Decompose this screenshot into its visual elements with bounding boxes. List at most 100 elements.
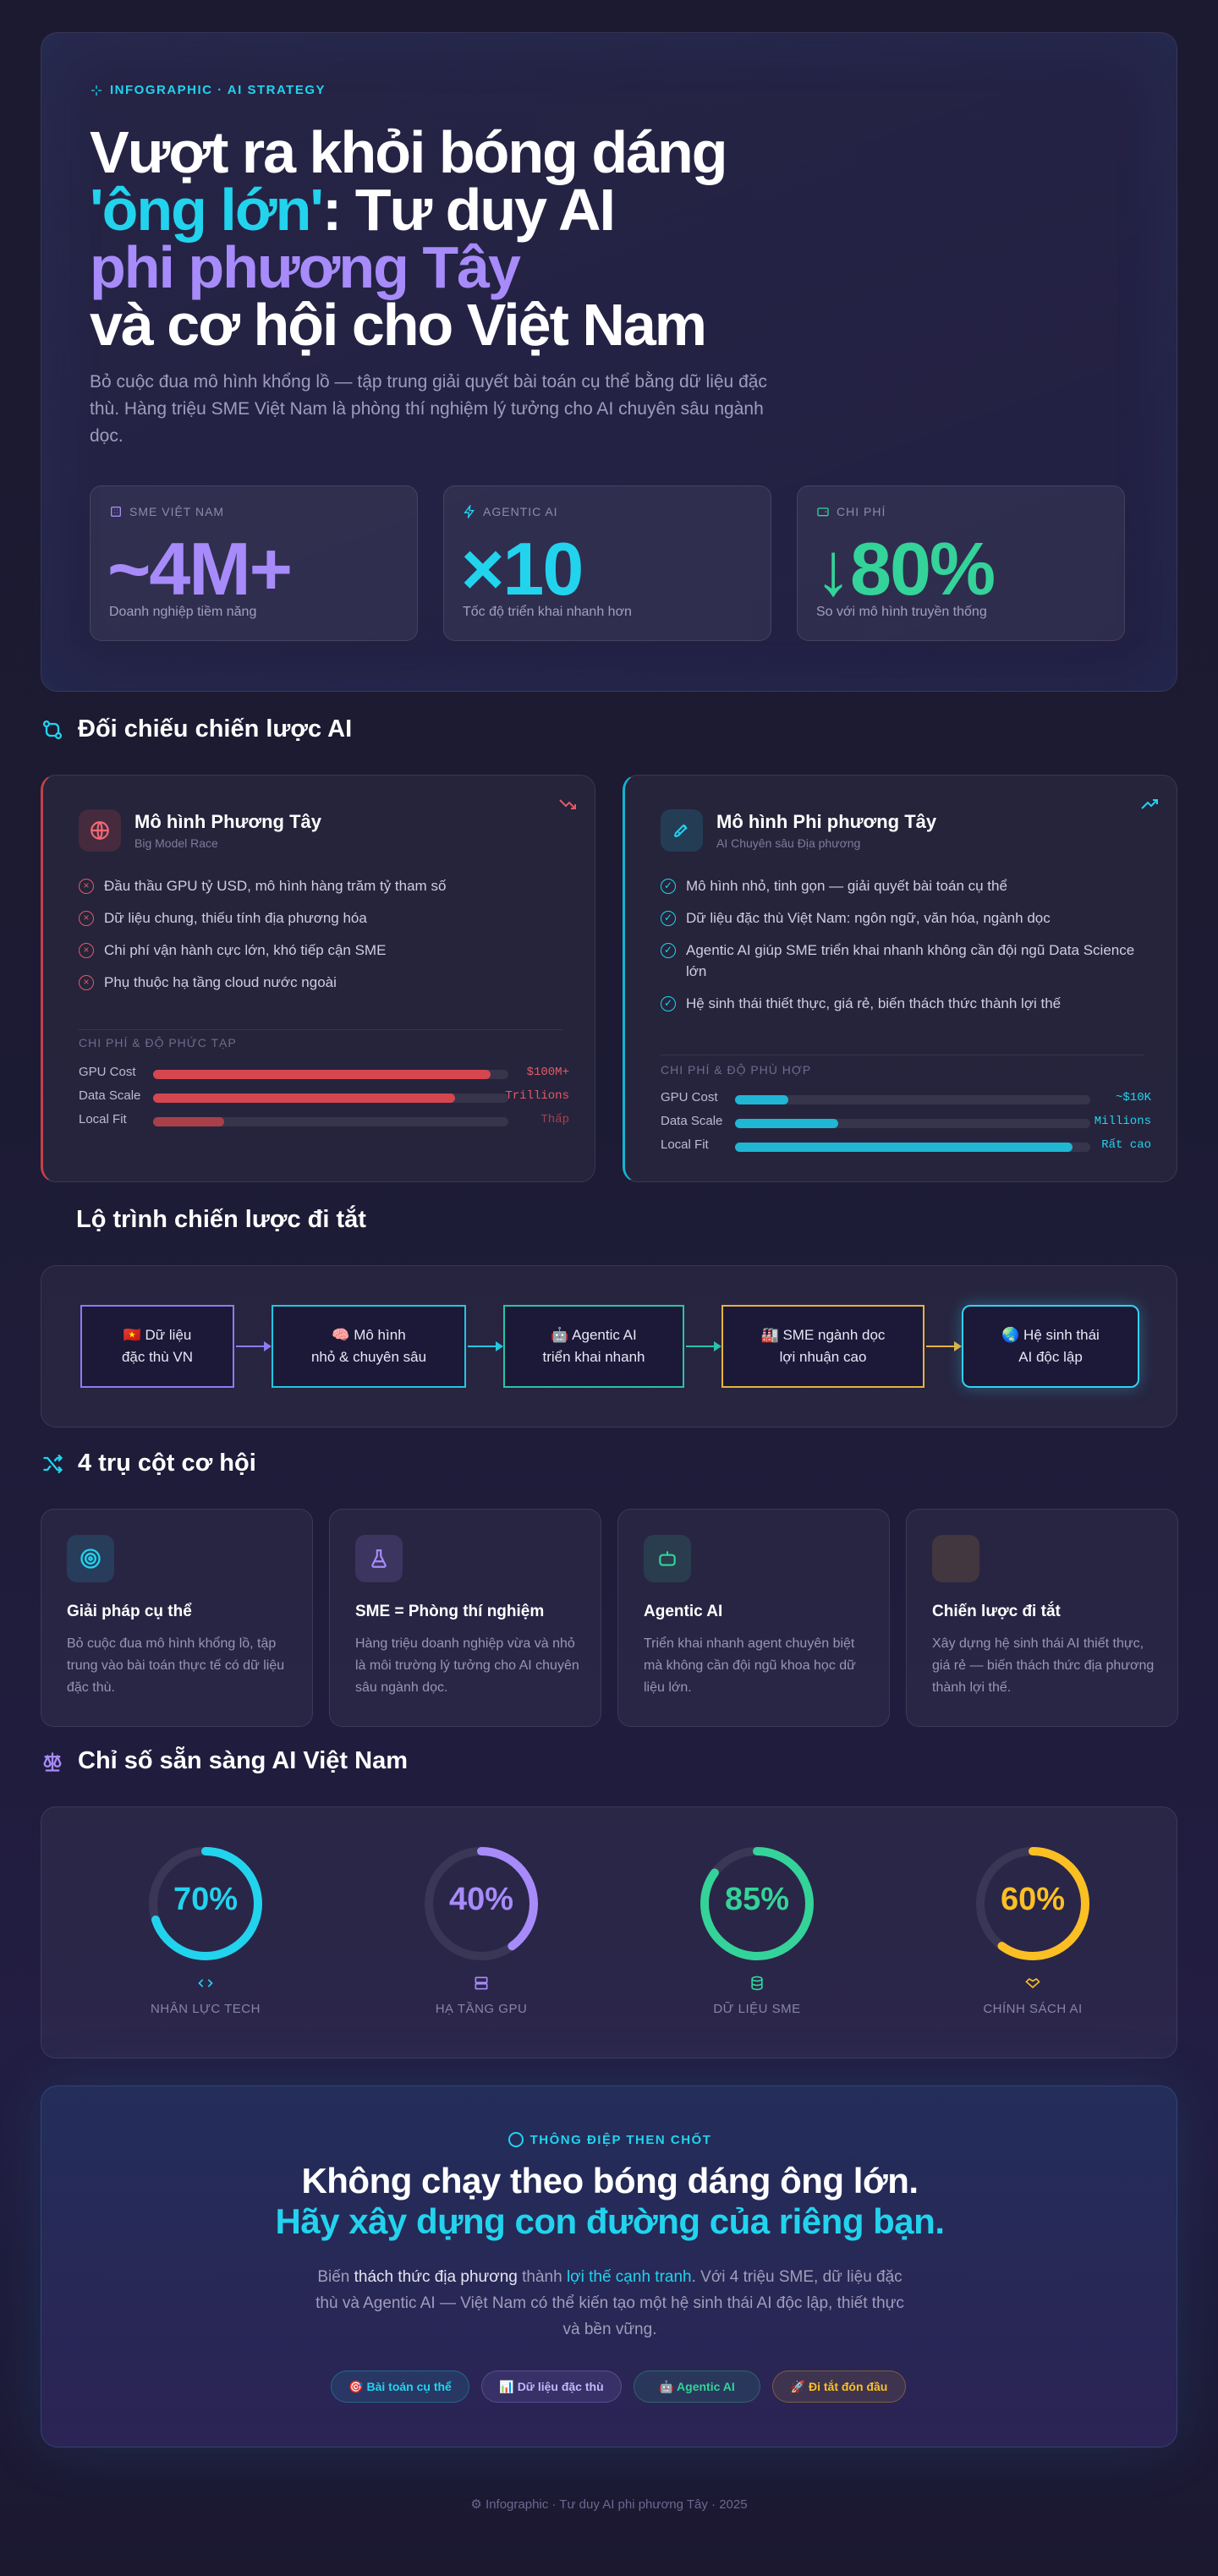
- bar-value: Rất cao: [1101, 1138, 1151, 1152]
- arrow-icon: [236, 1341, 272, 1351]
- hero-title-accent: 'ông lớn': [90, 177, 324, 243]
- section-readiness-heading: Chỉ số sẵn sàng AI Việt Nam: [41, 1747, 408, 1775]
- bar-gpu-cost: GPU Cost ~$10K: [661, 1090, 1151, 1107]
- list-item: × Phụ thuộc hạ tầng cloud nước ngoài: [79, 972, 569, 993]
- point-text: Dữ liệu đặc thù Việt Nam: ngôn ngữ, văn …: [686, 910, 1051, 926]
- gauge-label: NHÂN LỰC TECH: [151, 2002, 261, 2016]
- nonwestern-points: ✓ Mô hình nhỏ, tinh gọn — giải quyết bài …: [661, 875, 1151, 1025]
- x-circle-icon: ×: [79, 943, 94, 958]
- pillar-title: Giải pháp cụ thể: [67, 1603, 192, 1620]
- globe-icon: [79, 809, 121, 852]
- bot-icon: [644, 1535, 691, 1582]
- list-item: × Chi phí vận hành cực lớn, khó tiếp cận …: [79, 940, 569, 961]
- message-eyebrow: THÔNG ĐIỆP THEN CHỐT: [41, 2132, 1178, 2147]
- list-item: ✓ Hệ sinh thái thiết thực, giá rẻ, biến t…: [661, 993, 1151, 1014]
- roadmap-card: 🇻🇳 Dữ liệu đặc thù VN 🧠 Mô hình nhỏ & chuy…: [41, 1265, 1177, 1428]
- building-icon: [111, 507, 121, 517]
- hero-eyebrow: INFOGRAPHIC · AI STRATEGY: [90, 83, 326, 97]
- gauge-label: HẠ TẦNG GPU: [435, 2002, 528, 2016]
- point-text: Mô hình nhỏ, tinh gọn — giải quyết bài t…: [686, 878, 1007, 894]
- x-circle-icon: ×: [79, 911, 94, 926]
- readiness-card: 70% NHÂN LỰC TECH 40% HẠ TẦNG GPU 85% DỮ…: [41, 1806, 1177, 2058]
- bar-value: Millions: [1094, 1115, 1151, 1128]
- hero-title-line1: Vượt ra khỏi bóng dáng: [90, 119, 728, 185]
- roadmap-step-5: 🌏 Hệ sinh thái AI độc lập: [962, 1305, 1139, 1388]
- scale-icon: [43, 1752, 62, 1772]
- step-line2: đặc thù VN: [121, 1349, 194, 1365]
- hero-title: Vượt ra khỏi bóng dáng 'ông lớn': Tư duy…: [90, 123, 851, 354]
- check-circle-icon: ✓: [661, 996, 676, 1011]
- step-line1: 🇻🇳 Dữ liệu: [123, 1327, 192, 1343]
- stat-value: ↓80%: [815, 527, 996, 611]
- check-circle-icon: ✓: [661, 943, 676, 958]
- bar-data-scale: Data Scale Millions: [661, 1114, 1151, 1131]
- roadmap-step-3: 🤖 Agentic AI triển khai nhanh: [503, 1305, 684, 1388]
- step-line2: nhỏ & chuyên sâu: [310, 1349, 427, 1365]
- body-text: thành: [517, 2268, 567, 2286]
- bar-value: Thấp: [540, 1113, 569, 1126]
- roadmap-step-2: 🧠 Mô hình nhỏ & chuyên sâu: [272, 1305, 466, 1388]
- x-circle-icon: ×: [79, 879, 94, 894]
- bar-value: $100M+: [526, 1066, 569, 1079]
- list-item: × Dữ liệu chung, thiếu tính địa phương hó…: [79, 907, 569, 929]
- compass-icon: [508, 2132, 524, 2147]
- message-line2: Hãy xây dựng con đường của riêng bạn.: [275, 2201, 945, 2241]
- pillar-desc: Triển khai nhanh agent chuyên biệt mà kh…: [644, 1636, 856, 1695]
- point-text: Chi phí vận hành cực lớn, khó tiếp cận S…: [104, 942, 387, 958]
- rocket-icon: [661, 809, 703, 852]
- pillar-card: SME = Phòng thí nghiệm Hàng triệu doanh …: [329, 1509, 601, 1727]
- code-icon: [198, 1979, 213, 1987]
- pillar-card: Chiến lược đi tắt Xây dựng hệ sinh thái …: [906, 1509, 1178, 1727]
- stat-card-sme: SME VIỆT NAM ~4M+ Doanh nghiệp tiềm năng: [90, 485, 418, 641]
- section-pillars-heading: 4 trụ cột cơ hội: [41, 1450, 256, 1477]
- bar-label: Data Scale: [79, 1088, 141, 1103]
- body-text: Biến: [317, 2268, 354, 2286]
- stat-card-agentic: AGENTIC AI ×10 Tốc độ triển khai nhanh h…: [443, 485, 771, 641]
- pillar-title: SME = Phòng thí nghiệm: [355, 1603, 545, 1620]
- shuffle-icon: [43, 1454, 63, 1473]
- card-subtitle: AI Chuyên sâu Địa phương: [716, 836, 861, 850]
- database-icon: [751, 1976, 763, 1991]
- gauge: 85% DỮ LIỆU SME: [672, 1844, 842, 2031]
- bar-gpu-cost: GPU Cost $100M+: [79, 1065, 569, 1082]
- gauge-value: 85%: [724, 1882, 790, 1917]
- bars-heading: CHI PHÍ & ĐỘ PHÙ HỢP: [661, 1063, 812, 1077]
- stat-value: ~4M+: [107, 527, 293, 611]
- body-accent: lợi thế cạnh tranh: [566, 2268, 692, 2286]
- western-points: × Đầu thầu GPU tỷ USD, mô hình hàng trăm …: [79, 875, 569, 1004]
- compare-icon: [42, 720, 63, 739]
- check-circle-icon: ✓: [661, 911, 676, 926]
- step-line2: AI độc lập: [1018, 1349, 1083, 1365]
- roadmap-step-4: 🏭 SME ngành dọc lợi nhuận cao: [721, 1305, 924, 1388]
- step-line1: 🧠 Mô hình: [332, 1327, 406, 1343]
- list-item: ✓ Mô hình nhỏ, tinh gọn — giải quyết bài …: [661, 875, 1151, 896]
- x-circle-icon: ×: [79, 975, 94, 990]
- bar-local-fit: Local Fit Thấp: [79, 1112, 569, 1129]
- hero-card: [41, 32, 1177, 692]
- bar-local-fit: Local Fit Rất cao: [661, 1137, 1151, 1154]
- stat-label: AGENTIC AI: [483, 505, 558, 518]
- section-title: 4 trụ cột cơ hội: [78, 1450, 256, 1477]
- bar-label: GPU Cost: [79, 1065, 136, 1079]
- gauge-value: 60%: [1000, 1882, 1066, 1917]
- gauge-label: CHÍNH SÁCH AI: [983, 2002, 1083, 2016]
- card-title: Mô hình Phi phương Tây: [716, 811, 937, 832]
- gauge: 60% CHÍNH SÁCH AI: [948, 1844, 1117, 2031]
- point-text: Agentic AI giúp SME triển khai nhanh khô…: [686, 942, 1135, 979]
- arrow-icon: [686, 1341, 721, 1351]
- arrow-icon: [468, 1341, 503, 1351]
- tag-chip: 🤖 Agentic AI: [634, 2370, 760, 2403]
- bar-value: ~$10K: [1115, 1091, 1151, 1104]
- stat-card-cost: CHI PHÍ ↓80% So với mô hình truyền thống: [797, 485, 1125, 641]
- message-body: Biến thách thức địa phương thành lợi thế…: [314, 2264, 906, 2343]
- key-message-card: THÔNG ĐIỆP THEN CHỐT Không chạy theo bón…: [41, 2085, 1177, 2447]
- gauge: 70% NHÂN LỰC TECH: [121, 1844, 290, 2031]
- section-comparison-heading: Đối chiếu chiến lược AI: [41, 715, 352, 743]
- step-line1: 🤖 Agentic AI: [551, 1327, 637, 1343]
- arrow-icon: [926, 1341, 962, 1351]
- card-title: Mô hình Phương Tây: [134, 811, 321, 832]
- trend-up-icon: [1141, 799, 1158, 809]
- stat-sub: Tốc độ triển khai nhanh hơn: [463, 605, 632, 619]
- bolt-icon: [464, 505, 475, 518]
- bar-label: Local Fit: [661, 1137, 709, 1152]
